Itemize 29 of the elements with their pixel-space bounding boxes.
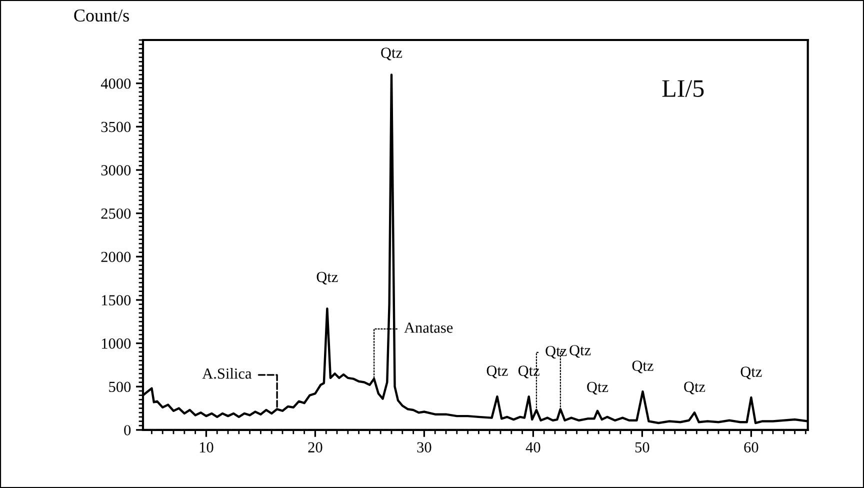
annotation: Qtz [570, 345, 591, 358]
x-tick-label: 30 [417, 442, 432, 452]
annotation: Qtz [587, 382, 608, 394]
annotation: Qtz [518, 366, 540, 378]
y-tick-label: 3000 [101, 165, 131, 176]
y-tick-label: 0 [124, 425, 131, 436]
annotation: Qtz [486, 366, 508, 378]
annotation: Qtz [632, 360, 654, 374]
y-tick-label: 2500 [101, 208, 131, 219]
annotation: Qtz [381, 48, 402, 60]
x-tick-label: 40 [526, 442, 540, 452]
x-tick-label: 50 [635, 442, 650, 452]
y-tick-label: 2000 [101, 252, 131, 262]
text: LI/5 [662, 80, 704, 97]
y-tick-label: 500 [109, 382, 131, 392]
annotation: A.Silica [202, 368, 252, 379]
y-tick-label: 4000 [100, 78, 131, 89]
annotation: Qtz [546, 346, 567, 359]
annotation: Qtz [684, 382, 706, 394]
y-axis-title: Count/s [74, 9, 129, 22]
annotation: Anatase [404, 322, 453, 333]
y-tick-label: 3500 [101, 122, 131, 132]
annotation: Qtz [316, 272, 338, 284]
x-tick-label: 10 [200, 442, 214, 452]
y-tick-label: 1000 [102, 338, 131, 349]
annotation: Qtz [740, 366, 762, 380]
x-tick-label: 60 [744, 442, 758, 452]
x-tick-label: 20 [308, 442, 322, 452]
y-tick-label: 1500 [102, 295, 131, 306]
